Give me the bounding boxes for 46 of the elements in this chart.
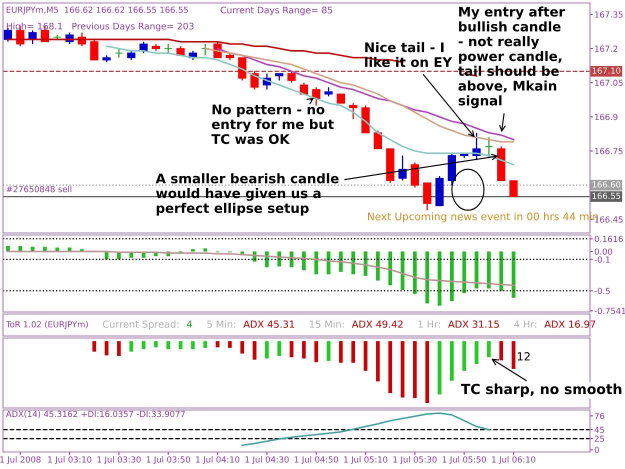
chart-title: EURJPYm,M5 166.62 166.62 166.55 166.55 bbox=[6, 6, 188, 14]
annotation: TC sharp, no smooth bbox=[460, 384, 622, 397]
chart-title: ADX(14) 45.3162 +DI:16.0357 -DI:33.9077 bbox=[6, 410, 185, 418]
x-tick-label: 1 Jul 03:10 bbox=[48, 456, 92, 464]
x-tick-label: 1 Jul 04:50 bbox=[294, 456, 338, 464]
y-tick-label: 0.1616 bbox=[594, 236, 623, 242]
text: ADX 45.31 bbox=[243, 320, 294, 328]
x-tick-label: 1 Jul 03:30 bbox=[98, 456, 141, 464]
annotation: No pattern - no entry for me but TC was OK bbox=[211, 104, 334, 144]
annotation: 12 bbox=[518, 352, 530, 360]
y-tick-label: 167.2 bbox=[595, 46, 618, 52]
text: 5 Min: bbox=[207, 320, 236, 328]
text: 4 bbox=[186, 320, 192, 328]
text: ADX 16.97 bbox=[544, 320, 596, 328]
x-tick-label: 1 Jul 06:10 bbox=[492, 456, 536, 464]
text: 1 Hr: bbox=[418, 320, 440, 328]
ref-line-label: 166.60 bbox=[592, 181, 620, 188]
text: Current Spread: bbox=[102, 320, 178, 330]
y-tick-label: 25 bbox=[594, 436, 604, 442]
x-tick-label: 1 Jul 05:50 bbox=[442, 456, 486, 464]
y-tick-label: 76 bbox=[594, 412, 604, 420]
y-tick-label: 0.00 bbox=[594, 248, 612, 255]
text: 15 Min: bbox=[310, 320, 344, 328]
text: 4 Hr: bbox=[514, 320, 536, 328]
x-tick-label: 1 Jul 2008 bbox=[0, 456, 41, 464]
annotation: High= 168.1 Previous Days Range= 203 bbox=[6, 22, 194, 32]
y-tick-label: 167.35 bbox=[595, 11, 623, 18]
y-tick-label: 167.05 bbox=[595, 80, 623, 86]
y-tick-label: -0.1 bbox=[594, 256, 610, 263]
x-tick-label: 1 Jul 05:30 bbox=[393, 456, 437, 464]
annotation: Current Days Range= 85 bbox=[220, 6, 332, 16]
y-tick-label: 166.75 bbox=[595, 148, 623, 154]
y-tick-label: -0.5 bbox=[594, 288, 610, 294]
ref-line-label: 167.10 bbox=[592, 67, 620, 74]
text: ADX 49.42 bbox=[352, 320, 403, 328]
x-tick-label: 1 Jul 04:30 bbox=[245, 456, 289, 464]
text: ToR 1.02 (EURJPYm) bbox=[6, 320, 88, 329]
y-tick-label: 0 bbox=[594, 446, 599, 454]
text: ADX 31.15 bbox=[448, 320, 499, 328]
ref-line-label: 166.55 bbox=[592, 192, 620, 199]
y-tick-label: 45 bbox=[594, 426, 604, 433]
x-tick-label: 1 Jul 05:10 bbox=[344, 456, 388, 464]
x-tick-label: 1 Jul 03:50 bbox=[146, 456, 190, 464]
annotation: #27650848 sell bbox=[6, 186, 72, 192]
x-tick-label: 1 Jul 04:10 bbox=[196, 456, 240, 464]
y-tick-label: 166.9 bbox=[595, 114, 618, 120]
